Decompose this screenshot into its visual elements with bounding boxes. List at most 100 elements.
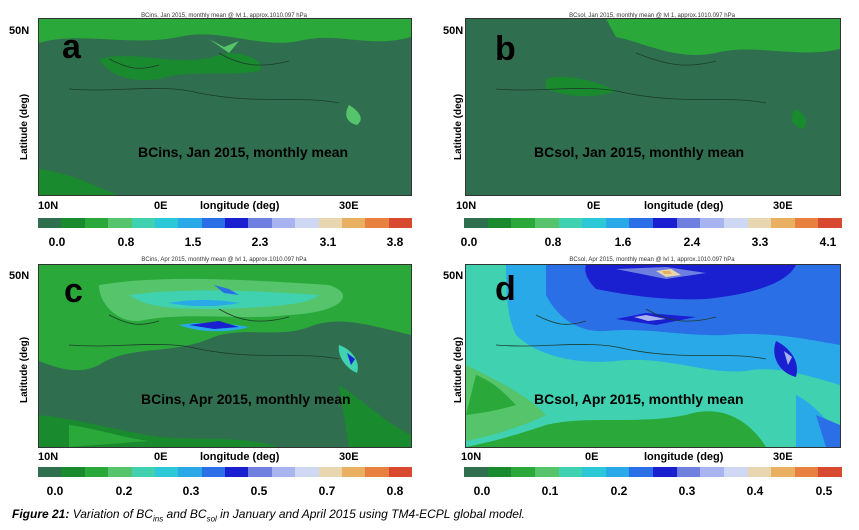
panel-d-letter: d: [495, 270, 516, 308]
colorbar-swatch: [511, 467, 535, 477]
colorbar-swatch: [747, 467, 772, 477]
colorbar-swatch: [201, 467, 225, 477]
panel-a-colorbar: [38, 218, 412, 228]
colorbar-swatch: [794, 467, 819, 477]
colorbar-swatch: [605, 218, 630, 228]
colorbar-swatch: [178, 218, 202, 228]
panel-c-xtick-0: 10N: [38, 451, 59, 463]
panel-a-caption: BCins, Jan 2015, monthly mean: [138, 144, 349, 160]
figure-caption-sub-ins: ins: [152, 514, 164, 524]
colorbar-swatch: [225, 467, 249, 477]
colorbar-swatch: [108, 218, 132, 228]
panel-b-map: [465, 18, 841, 196]
panel-c-xtick-1: 0E: [154, 451, 168, 463]
colorbar-swatch: [365, 218, 389, 228]
colorbar-swatch: [61, 218, 85, 228]
panel-d-cbar-tick-5: 0.5: [815, 484, 833, 498]
panel-d: BCsol, Apr 2015, monthly mean @ lvl 1, a…: [428, 257, 848, 508]
colorbar-swatch: [365, 467, 389, 477]
colorbar-swatch: [248, 218, 272, 228]
colorbar-swatch: [108, 467, 132, 477]
panel-d-cbar-tick-2: 0.2: [610, 484, 628, 498]
colorbar-swatch: [676, 218, 701, 228]
colorbar-swatch: [818, 218, 842, 228]
panel-d-map: [465, 264, 841, 448]
colorbar-swatch: [84, 218, 109, 228]
panel-a-lat-50n: 50N: [9, 25, 30, 37]
panel-d-cbar-tick-1: 0.1: [541, 484, 559, 498]
panel-a-cbar-tick-2: 1.5: [184, 235, 202, 249]
colorbar-swatch: [700, 467, 724, 477]
panel-a-cbar-tick-3: 2.3: [251, 235, 269, 249]
panel-a-xtick-2: 30E: [339, 200, 359, 212]
panel-d-cbar-tick-3: 0.3: [678, 484, 696, 498]
panel-c-map: [38, 264, 412, 448]
panel-d-caption: BCsol, Apr 2015, monthly mean: [534, 391, 744, 407]
panel-d-xlabel: longitude (deg): [644, 451, 724, 463]
colorbar-swatch: [295, 467, 319, 477]
panel-b-xlabel: longitude (deg): [644, 200, 724, 212]
panel-b-cbar-tick-4: 3.3: [751, 235, 769, 249]
colorbar-swatch: [487, 467, 512, 477]
colorbar-swatch: [271, 467, 296, 477]
colorbar-swatch: [131, 218, 155, 228]
panel-b-colorbar: [464, 218, 842, 228]
panel-a-letter: a: [62, 28, 81, 66]
colorbar-swatch: [653, 218, 677, 228]
panel-a-header: BCins, Jan 2015, monthly mean @ lvl 1, a…: [141, 13, 307, 19]
colorbar-swatch: [388, 467, 412, 477]
figure-caption-text-3: in January and April 2015 using TM4-ECPL…: [216, 507, 525, 521]
panel-d-xtick-2: 30E: [773, 451, 793, 463]
colorbar-swatch: [700, 218, 724, 228]
colorbar-swatch: [154, 218, 179, 228]
colorbar-swatch: [534, 467, 559, 477]
panel-c-cbar-tick-2: 0.3: [182, 484, 200, 498]
colorbar-swatch: [723, 467, 748, 477]
panel-b-cbar-tick-1: 0.8: [544, 235, 562, 249]
panel-a-ylabel: Latitude (deg): [19, 93, 30, 160]
colorbar-swatch: [341, 218, 366, 228]
colorbar-swatch: [487, 218, 512, 228]
colorbar-swatch: [771, 467, 795, 477]
panel-a-map: [38, 18, 412, 196]
colorbar-swatch: [582, 218, 606, 228]
panel-d-lat-50n: 50N: [443, 270, 464, 282]
panel-a-xlabel: longitude (deg): [200, 200, 280, 212]
figure-caption-text-2: and BC: [163, 507, 207, 521]
colorbar-swatch: [388, 218, 412, 228]
colorbar-swatch: [248, 467, 272, 477]
panel-d-xtick-0: 10N: [461, 451, 482, 463]
panel-c-letter: c: [64, 272, 83, 310]
panel-b-cbar-tick-3: 2.4: [683, 235, 701, 249]
panel-b-header: BCsol, Jan 2015, monthly mean @ lvl 1, a…: [569, 13, 735, 19]
colorbar-swatch: [178, 467, 202, 477]
figure-caption-label: Figure 21:: [12, 507, 70, 521]
colorbar-swatch: [582, 467, 606, 477]
panel-b-cbar-tick-5: 4.1: [819, 235, 837, 249]
colorbar-swatch: [464, 467, 488, 477]
colorbar-swatch: [131, 467, 155, 477]
panel-b-xtick-1: 0E: [587, 200, 601, 212]
panel-c-header: BCins, Apr 2015, monthly mean @ lvl 1, a…: [141, 257, 307, 263]
colorbar-swatch: [558, 218, 583, 228]
figure-caption-text-1: Variation of BC: [69, 507, 153, 521]
colorbar-swatch: [818, 467, 842, 477]
colorbar-swatch: [295, 218, 319, 228]
colorbar-swatch: [38, 467, 62, 477]
colorbar-swatch: [84, 467, 109, 477]
panel-b-cbar-tick-0: 0.0: [460, 235, 478, 249]
colorbar-swatch: [771, 218, 795, 228]
panel-c-colorbar: [38, 467, 412, 477]
panel-b-caption: BCsol, Jan 2015, monthly mean: [534, 144, 745, 160]
panel-d-cbar-tick-0: 0.0: [473, 484, 491, 498]
panel-a-xtick-0: 10N: [38, 200, 59, 212]
colorbar-swatch: [341, 467, 366, 477]
panel-b-xtick-0: 10N: [456, 200, 477, 212]
panel-c-lat-50n: 50N: [9, 270, 30, 282]
panel-b-lat-50n: 50N: [443, 25, 464, 37]
panel-a-xtick-1: 0E: [154, 200, 168, 212]
colorbar-swatch: [794, 218, 819, 228]
figure-caption-sub-sol: sol: [206, 514, 217, 524]
figure-caption: Figure 21: Variation of BCins and BCsol …: [12, 507, 525, 523]
panel-b-xtick-2: 30E: [773, 200, 793, 212]
